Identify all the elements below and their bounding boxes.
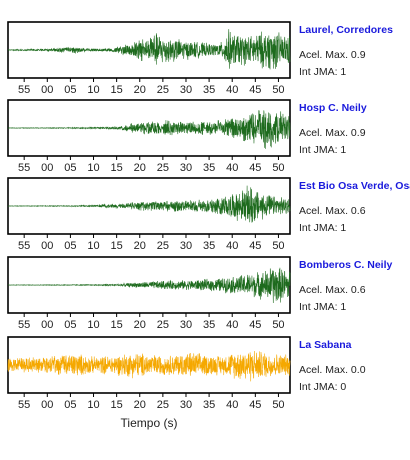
x-tick-label: 40 [226,84,238,96]
accel-max-label: Acel. Max. 0.9 [299,127,366,139]
panel-3: 55 00 05 10 15 20 25 30 35 40 45 50 Bomberos C. Neil… [7,256,393,331]
x-tick-label: 30 [180,240,192,252]
x-tick-label: 35 [203,399,215,411]
x-tick-label: 35 [203,84,215,96]
x-tick-label: 20 [134,240,146,252]
x-tick-label: 05 [64,240,76,252]
waveform-trace [7,29,291,70]
x-tick-label: 20 [134,84,146,96]
x-tick-label: 20 [134,319,146,331]
x-tick-label: 15 [111,84,123,96]
x-tick-label: 50 [272,399,284,411]
x-tick-label: 25 [157,399,169,411]
x-tick-label: 25 [157,162,169,174]
x-tick-label: 50 [272,319,284,331]
x-tick-label: 25 [157,240,169,252]
panel-1: 55 00 05 10 15 20 25 30 35 40 45 50 Hosp C. Neily Ace… [7,99,367,174]
x-tick-label: 00 [41,319,53,331]
station-name: Hosp C. Neily [299,102,367,114]
panel-4: 55 00 05 10 15 20 25 30 35 40 45 50 La Sabana Acel. M… [7,336,366,411]
x-tick-label: 10 [87,84,99,96]
station-name: Est Bio Osa Verde, Osa [299,180,410,192]
int-jma-label: Int JMA: 0 [299,381,346,393]
accel-max-label: Acel. Max. 0.6 [299,284,366,296]
x-tick-label: 40 [226,162,238,174]
x-tick-label: 25 [157,84,169,96]
x-tick-label: 40 [226,240,238,252]
int-jma-label: Int JMA: 1 [299,222,346,234]
x-tick-label: 10 [87,162,99,174]
x-tick-label: 10 [87,399,99,411]
x-tick-label: 10 [87,319,99,331]
x-tick-label: 40 [226,399,238,411]
int-jma-label: Int JMA: 1 [299,66,346,78]
x-tick-label: 55 [18,319,30,331]
x-tick-label: 00 [41,162,53,174]
x-tick-label: 05 [64,319,76,331]
x-tick-label: 05 [64,399,76,411]
accel-max-label: Acel. Max. 0.0 [299,364,366,376]
x-tick-label: 30 [180,319,192,331]
x-tick-label: 55 [18,162,30,174]
int-jma-label: Int JMA: 1 [299,301,346,313]
waveform-trace [7,350,291,382]
x-tick-label: 30 [180,399,192,411]
accel-max-label: Acel. Max. 0.6 [299,205,366,217]
station-name: Bomberos C. Neily [299,259,393,271]
panel-2: 55 00 05 10 15 20 25 30 35 40 45 50 Est Bio Osa Verd… [7,177,410,252]
x-tick-label: 15 [111,399,123,411]
x-tick-label: 35 [203,319,215,331]
accel-max-label: Acel. Max. 0.9 [299,49,366,61]
x-tick-label: 00 [41,84,53,96]
x-tick-label: 50 [272,240,284,252]
x-tick-label: 30 [180,162,192,174]
x-tick-label: 20 [134,399,146,411]
waveform-trace [7,185,291,223]
x-tick-label: 00 [41,399,53,411]
x-tick-label: 45 [249,399,261,411]
panel-0: 55 00 05 10 15 20 25 30 35 40 45 50 Laurel, Corredor… [7,21,393,96]
x-tick-label: 45 [249,240,261,252]
x-tick-label: 00 [41,240,53,252]
x-tick-label: 45 [249,319,261,331]
x-tick-label: 10 [87,240,99,252]
int-jma-label: Int JMA: 1 [299,144,346,156]
x-tick-label: 35 [203,240,215,252]
x-axis-label: Tiempo (s) [121,416,178,430]
x-tick-label: 05 [64,162,76,174]
x-tick-label: 40 [226,319,238,331]
x-tick-label: 45 [249,162,261,174]
x-tick-label: 25 [157,319,169,331]
x-tick-label: 35 [203,162,215,174]
waveform-trace [8,267,291,304]
x-tick-label: 45 [249,84,261,96]
x-tick-label: 50 [272,84,284,96]
x-tick-label: 55 [18,84,30,96]
x-tick-label: 15 [111,319,123,331]
x-tick-label: 15 [111,240,123,252]
x-tick-label: 30 [180,84,192,96]
x-tick-label: 15 [111,162,123,174]
x-tick-label: 50 [272,162,284,174]
x-tick-label: 05 [64,84,76,96]
station-name: La Sabana [299,339,352,351]
waveform-trace [7,110,291,149]
x-tick-label: 20 [134,162,146,174]
x-tick-label: 55 [18,399,30,411]
x-tick-label: 55 [18,240,30,252]
station-name: Laurel, Corredores [299,24,393,36]
